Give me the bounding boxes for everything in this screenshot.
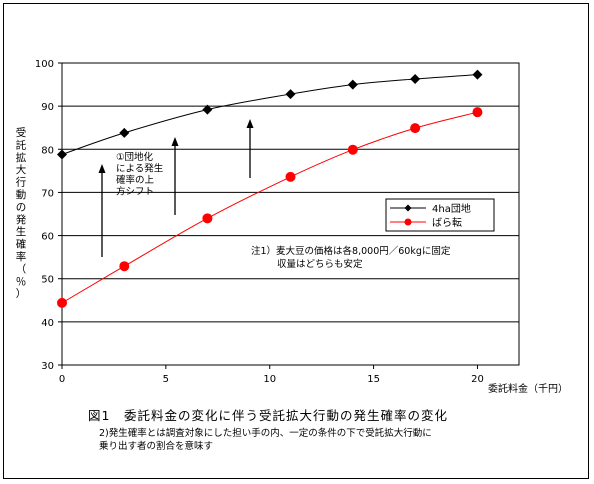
y-axis-label-char: 発 — [16, 213, 27, 226]
legend-label-0: 4ha団地 — [432, 202, 471, 215]
series-1-point-1 — [119, 261, 130, 272]
x-tick-label-0: 0 — [59, 374, 65, 385]
series-0-point-6 — [472, 69, 483, 80]
series-0-point-4 — [347, 79, 358, 90]
y-tick-label-40: 40 — [41, 318, 54, 329]
footnote-line-2: 乗り出す者の割合を意味す — [99, 441, 214, 452]
y-tick-label-50: 50 — [41, 275, 54, 286]
shift-annotation-line: 方シフト — [116, 186, 154, 198]
series-0-point-0 — [57, 149, 67, 160]
x-axis-label: 委託料金（千円） — [488, 382, 568, 395]
shift-annotation-line: による発生 — [116, 163, 164, 175]
series-1-point-2 — [202, 213, 213, 224]
y-tick-label-60: 60 — [41, 232, 54, 243]
series-1-point-0 — [57, 297, 67, 308]
x-tick-label-20: 20 — [471, 374, 484, 385]
y-tick-label-70: 70 — [41, 188, 54, 199]
footnote-line-1: 2)発生確率とは調査対象にした担い手の内、一定の条件の下で受託拡大行動に — [99, 428, 432, 439]
y-axis-label-char: ） — [16, 288, 27, 300]
y-axis-label-char: 大 — [16, 163, 27, 176]
legend-label-1: ばら転 — [432, 217, 462, 229]
shift-arrow-1-head — [98, 164, 106, 173]
series-0-point-5 — [410, 73, 421, 84]
note-line-2: 収量はどちらも安定 — [277, 258, 363, 270]
y-axis-label-char: （ — [16, 263, 27, 275]
y-tick-label-80: 80 — [41, 145, 54, 156]
y-axis-label-char: 受 — [16, 127, 27, 139]
series-0-point-1 — [119, 127, 130, 138]
y-tick-label-90: 90 — [41, 102, 54, 113]
y-axis-label-char: ％ — [16, 276, 27, 288]
figure-caption: 図1 委託料金の変化に伴う受託拡大行動の発生確率の変化 — [88, 408, 448, 423]
y-axis-label-char: 率 — [16, 250, 27, 263]
y-tick-label-100: 100 — [35, 59, 54, 70]
series-1-point-6 — [472, 107, 483, 118]
y-tick-label-30: 30 — [41, 361, 54, 372]
legend-marker-0 — [404, 204, 412, 212]
legend-marker-1 — [404, 218, 412, 226]
series-1-point-3 — [285, 171, 296, 182]
series-1-point-4 — [347, 144, 358, 155]
y-axis-label-char: 行 — [16, 176, 27, 189]
shift-annotation-line: ①団地化 — [116, 151, 154, 163]
y-axis-label-char: 拡 — [16, 151, 27, 164]
x-tick-label-5: 5 — [163, 374, 169, 385]
shift-arrow-3-head — [246, 119, 254, 128]
x-tick-label-15: 15 — [367, 374, 380, 385]
y-axis-label-char: 託 — [16, 138, 27, 151]
x-tick-label-10: 10 — [263, 374, 276, 385]
series-1-point-5 — [410, 123, 421, 134]
note-line-1: 注1）麦大豆の価格は各8,000円／60kgに固定 — [251, 245, 451, 257]
legend-box — [385, 198, 495, 232]
series-0-point-3 — [285, 89, 296, 100]
shift-annotation-line: 確率の上 — [116, 174, 155, 186]
shift-arrow-2-head — [171, 137, 179, 146]
series-0-point-2 — [202, 104, 213, 115]
y-axis-label-char: 生 — [16, 225, 27, 238]
y-axis-label-char: 動 — [16, 188, 27, 201]
figure-frame — [3, 3, 589, 479]
y-axis-label-char: の — [16, 201, 27, 213]
y-axis-label-char: 確 — [16, 238, 27, 251]
